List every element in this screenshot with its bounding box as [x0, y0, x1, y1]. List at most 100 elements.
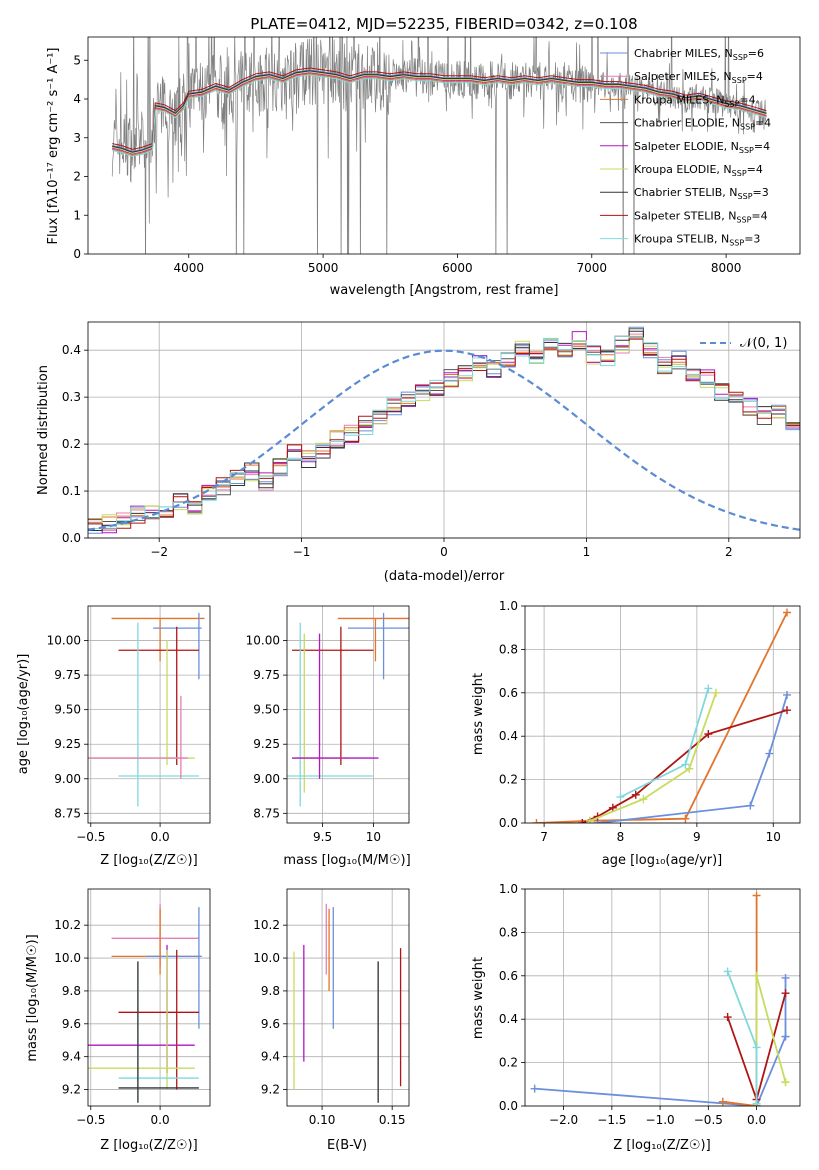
- weight-vs-Z-xlabel: Z [log₁₀(Z/Z☉)]: [613, 1138, 710, 1153]
- x-tick-label: 0: [440, 545, 448, 559]
- mass-vs-ebv-frame: [286, 888, 410, 1107]
- marker-chab_miles: [783, 690, 792, 699]
- marker-chab_miles: [530, 1084, 539, 1093]
- legend-subscript: SSP: [732, 76, 747, 85]
- y-tick-label: 9.2: [261, 1083, 280, 1097]
- y-tick-label: 10.0: [54, 951, 81, 965]
- age-vs-mass-plot: 9.5 10 8.75 9.00 9.25 9.50 9.75 10.00: [246, 606, 409, 844]
- y-tick-label: 9.8: [261, 984, 280, 998]
- y-tick-label: 9.00: [253, 772, 280, 786]
- marker-salp_stelib: [783, 706, 792, 715]
- y-tick-label: 10.2: [54, 918, 81, 932]
- legend-subscript: SSP: [732, 169, 747, 178]
- series-line-salp_stelib: [581, 709, 788, 823]
- legend-label-krou_miles: Kroupa MILES, NSSP=4: [634, 93, 756, 108]
- legend-subscript: SSP: [733, 53, 748, 62]
- y-tick-label: 0.2: [62, 437, 81, 451]
- mass-vs-Z-ylabel: mass [log₁₀(M/M☉)]: [25, 934, 40, 1061]
- weight-vs-age-frame: [524, 605, 801, 824]
- legend-label-salp_elodie: Salpeter ELODIE, NSSP=4: [634, 140, 770, 155]
- legend-label-salp_stelib: Salpeter STELIB, NSSP=4: [634, 209, 768, 224]
- y-tick-label: 9.25: [253, 737, 280, 751]
- weight-vs-age-xlabel: age [log₁₀(age/yr)]: [602, 853, 723, 868]
- marker-salp_stelib: [781, 989, 790, 998]
- marker-krou_elodie: [585, 816, 594, 823]
- marker-salp_stelib: [704, 730, 713, 739]
- model-line-salp_stelib: [112, 67, 767, 150]
- y-tick-label: 2: [73, 170, 81, 184]
- legend-value: =4: [754, 140, 770, 153]
- x-tick-label: −1.0: [646, 1113, 675, 1127]
- legend-subscript: SSP: [736, 215, 751, 224]
- marker-salp_stelib: [631, 790, 640, 799]
- observed-spectrum: [111, 37, 767, 254]
- age-vs-Z-frame: [87, 605, 211, 824]
- y-tick-label: 5: [73, 53, 81, 67]
- panel-age-vs-Z: −0.5 0.0 8.75 9.00 9.25 9.50 9.75 10.00 Z [log₁…: [16, 605, 211, 868]
- legend-value: =4: [751, 209, 767, 222]
- marker-krou_elodie: [752, 971, 761, 980]
- x-tick-label: 0.0: [747, 1113, 766, 1127]
- x-tick-label: −1: [293, 545, 311, 559]
- plot-area: [88, 612, 205, 807]
- x-tick-label: 0.0: [151, 830, 170, 844]
- spectrum-legend: Chabrier MILES, NSSP=6 Salpeter MILES, NS…: [600, 47, 771, 248]
- marker-salp_stelib: [723, 1013, 732, 1022]
- x-tick-label: 10: [366, 830, 381, 844]
- spectrum-plot: 4000 5000 6000 7000 8000 0 1 2 3 4 5: [73, 37, 767, 275]
- histogram-krou_miles: [88, 338, 800, 520]
- legend-label-chab_elodie: Chabrier ELODIE, NSSP=4: [634, 117, 771, 132]
- age-vs-Z-ylabel: age [log₁₀(age/yr)]: [16, 654, 31, 775]
- histogram-salp_miles: [88, 333, 800, 531]
- panel-age-vs-mass: 9.5 10 8.75 9.00 9.25 9.50 9.75 10.00 mass [log…: [246, 605, 411, 868]
- mass-vs-ebv-plot: 0.10 0.15 9.2 9.4 9.6 9.8 10.0 10.2: [253, 889, 409, 1127]
- y-tick-label: 0.6: [499, 686, 518, 700]
- x-tick-label: 10: [766, 830, 781, 844]
- legend-label-salp_miles: Salpeter MILES, NSSP=4: [634, 70, 763, 85]
- marker-krou_miles: [532, 819, 541, 823]
- y-tick-label: 0: [73, 247, 81, 261]
- x-tick-label: −0.5: [76, 1113, 105, 1127]
- age-vs-Z-xlabel: Z [log₁₀(Z/Z☉)]: [100, 853, 197, 868]
- panel-weight-vs-Z: −2.0 −1.5 −1.0 −0.5 0.0 0.0 0.2 0.4 0.6 0.8 1.0 Z …: [471, 882, 801, 1153]
- marker-krou_stelib: [752, 1099, 761, 1106]
- marker-chab_miles: [781, 973, 790, 982]
- panel-mass-vs-ebv: 0.10 0.15 9.2 9.4 9.6 9.8 10.0 10.2 E(B-V): [253, 888, 410, 1153]
- y-tick-label: 9.00: [54, 772, 81, 786]
- histogram-salp_elodie: [88, 331, 800, 534]
- figure-title: PLATE=0412, MJD=52235, FIBERID=0342, z=0…: [250, 15, 637, 33]
- y-tick-label: 3: [73, 131, 81, 145]
- y-tick-label: 10.2: [253, 918, 280, 932]
- y-tick-label: 0.4: [499, 729, 518, 743]
- plot-area: [293, 903, 402, 1103]
- y-tick-label: 9.75: [54, 668, 81, 682]
- x-tick-label: 0.0: [151, 1113, 170, 1127]
- x-tick-label: −2: [150, 545, 168, 559]
- residuals-legend: 𝒩(0, 1): [700, 336, 787, 351]
- panel-spectrum: 4000 5000 6000 7000 8000 0 1 2 3 4 5 wavelength [A…: [46, 36, 801, 298]
- age-vs-mass-xlabel: mass [log₁₀(M/M☉)]: [283, 853, 410, 868]
- x-tick-label: −2.0: [549, 1113, 578, 1127]
- y-tick-label: 0.0: [499, 1099, 518, 1113]
- x-tick-label: 0.10: [309, 1113, 336, 1127]
- legend-label-krou_elodie: Kroupa ELODIE, NSSP=4: [634, 163, 763, 178]
- marker-chab_miles: [781, 1032, 790, 1041]
- legend-value: =4: [747, 163, 763, 176]
- legend-subscript: SSP: [739, 146, 754, 155]
- series-line-krou_miles: [536, 612, 788, 823]
- legend-value: =4: [755, 117, 771, 130]
- age-vs-mass-frame: [286, 605, 410, 824]
- plot-area: [88, 903, 202, 1103]
- y-tick-label: 10.0: [253, 951, 280, 965]
- normal-curve: [88, 349, 800, 531]
- y-tick-label: 9.6: [261, 1017, 280, 1031]
- x-tick-label: 7: [540, 830, 548, 844]
- y-tick-label: 9.50: [253, 703, 280, 717]
- x-tick-label: 7000: [577, 261, 608, 275]
- plot-area: [287, 612, 409, 807]
- y-tick-label: 0.4: [499, 1012, 518, 1026]
- normal-legend-label: 𝒩(0, 1): [740, 336, 787, 351]
- weight-vs-age-plot: 7 8 9 10 0.0 0.2 0.4 0.6 0.8 1.0: [499, 599, 800, 844]
- spectrum-ylabel: Flux [fλ10⁻¹⁷ erg cm⁻² s⁻¹ A⁻¹]: [46, 48, 61, 245]
